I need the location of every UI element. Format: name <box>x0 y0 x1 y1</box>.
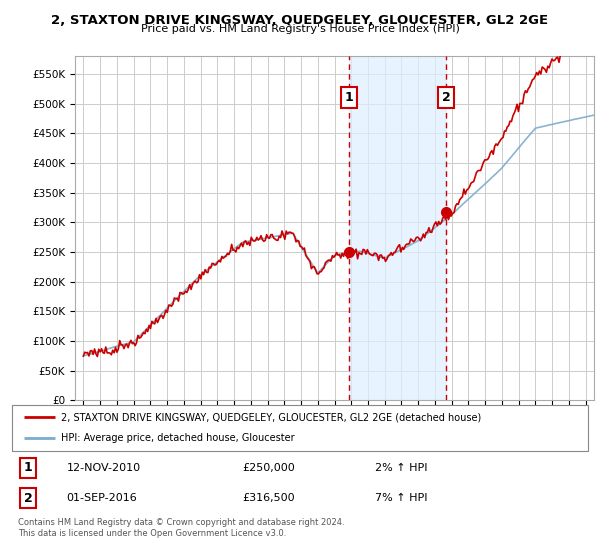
Text: 2% ↑ HPI: 2% ↑ HPI <box>375 463 427 473</box>
Text: 12-NOV-2010: 12-NOV-2010 <box>67 463 141 473</box>
Text: 1: 1 <box>24 461 32 474</box>
Text: Price paid vs. HM Land Registry's House Price Index (HPI): Price paid vs. HM Land Registry's House … <box>140 24 460 34</box>
Text: HPI: Average price, detached house, Gloucester: HPI: Average price, detached house, Glou… <box>61 433 295 444</box>
Text: Contains HM Land Registry data © Crown copyright and database right 2024.: Contains HM Land Registry data © Crown c… <box>18 518 344 527</box>
Text: 2, STAXTON DRIVE KINGSWAY, QUEDGELEY, GLOUCESTER, GL2 2GE (detached house): 2, STAXTON DRIVE KINGSWAY, QUEDGELEY, GL… <box>61 412 481 422</box>
Text: 2, STAXTON DRIVE KINGSWAY, QUEDGELEY, GLOUCESTER, GL2 2GE: 2, STAXTON DRIVE KINGSWAY, QUEDGELEY, GL… <box>52 14 548 27</box>
Text: £316,500: £316,500 <box>242 493 295 503</box>
Text: 2: 2 <box>442 91 451 104</box>
Text: This data is licensed under the Open Government Licence v3.0.: This data is licensed under the Open Gov… <box>18 529 286 538</box>
Bar <box>349 56 446 400</box>
Text: £250,000: £250,000 <box>242 463 295 473</box>
Text: 7% ↑ HPI: 7% ↑ HPI <box>375 493 427 503</box>
Text: 1: 1 <box>344 91 353 104</box>
Text: 2: 2 <box>24 492 32 505</box>
Text: 01-SEP-2016: 01-SEP-2016 <box>67 493 137 503</box>
